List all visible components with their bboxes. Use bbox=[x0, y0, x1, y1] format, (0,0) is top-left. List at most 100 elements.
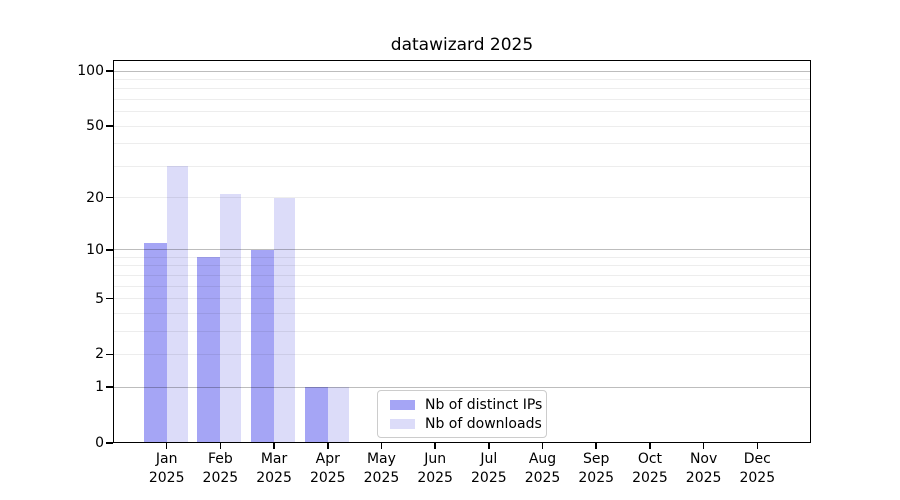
legend-label-distinct-ips: Nb of distinct IPs bbox=[425, 396, 543, 413]
bar-nb-of-downloads-mar bbox=[274, 197, 296, 443]
x-tick-month: Oct bbox=[637, 451, 663, 467]
x-tick-year: 2025 bbox=[148, 470, 185, 486]
gridline-minor-30 bbox=[113, 165, 811, 167]
y-tick-label-100: 100 bbox=[77, 63, 104, 80]
gridline-minor-60 bbox=[113, 111, 811, 113]
x-tick-mar bbox=[273, 443, 275, 449]
bar-nb-of-distinct-ips-mar bbox=[251, 249, 275, 443]
x-tick-year: 2025 bbox=[309, 470, 346, 486]
x-tick-oct bbox=[649, 443, 651, 449]
x-tick-month: Jun bbox=[424, 451, 447, 467]
x-tick-month: Feb bbox=[207, 451, 233, 467]
legend-item-distinct-ips: Nb of distinct IPs bbox=[390, 395, 546, 414]
bar-nb-of-distinct-ips-jan bbox=[143, 242, 167, 443]
x-tick-year: 2025 bbox=[524, 470, 561, 486]
y-tick-2 bbox=[106, 353, 113, 356]
y-tick-label-2: 2 bbox=[95, 346, 104, 363]
x-tick-label-sep: Sep 2025 bbox=[566, 450, 626, 488]
x-tick-year: 2025 bbox=[417, 470, 453, 486]
x-tick-month: Mar bbox=[260, 451, 288, 467]
x-tick-aug bbox=[541, 443, 544, 449]
x-tick-month: Jul bbox=[480, 451, 498, 467]
gridline-minor-80 bbox=[113, 88, 811, 90]
x-tick-year: 2025 bbox=[632, 470, 668, 486]
x-tick-label-feb: Feb 2025 bbox=[190, 450, 250, 488]
x-tick-label-apr: Apr 2025 bbox=[298, 450, 358, 488]
gridline-minor-90 bbox=[113, 79, 811, 81]
x-tick-year: 2025 bbox=[256, 470, 292, 486]
bar-nb-of-distinct-ips-apr bbox=[304, 387, 328, 443]
y-tick-label-20: 20 bbox=[86, 189, 104, 206]
x-tick-month: Jan bbox=[155, 451, 178, 467]
x-tick-label-mar: Mar 2025 bbox=[244, 450, 304, 488]
x-tick-label-aug: Aug 2025 bbox=[513, 450, 573, 488]
gridline-major-10 bbox=[113, 249, 811, 251]
x-tick-jun bbox=[434, 443, 436, 449]
gridline-minor-4 bbox=[113, 312, 811, 314]
gridline-minor-40 bbox=[113, 143, 811, 145]
legend-label-downloads: Nb of downloads bbox=[425, 415, 542, 432]
x-tick-jul bbox=[488, 443, 490, 449]
gridline-minor-2 bbox=[113, 353, 811, 355]
y-tick-label-1: 1 bbox=[95, 379, 104, 396]
x-tick-jan bbox=[165, 443, 168, 449]
gridline-minor-6 bbox=[113, 285, 811, 287]
x-tick-year: 2025 bbox=[685, 470, 722, 486]
gridline-minor-9 bbox=[113, 256, 811, 258]
x-tick-month: Sep bbox=[583, 451, 610, 467]
x-tick-year: 2025 bbox=[202, 470, 239, 486]
x-tick-sep bbox=[595, 443, 597, 449]
x-tick-year: 2025 bbox=[578, 470, 615, 486]
y-tick-100 bbox=[106, 70, 113, 72]
bar-nb-of-distinct-ips-feb bbox=[197, 257, 221, 443]
y-tick-5 bbox=[106, 297, 113, 300]
gridline-minor-70 bbox=[113, 99, 811, 101]
x-tick-apr bbox=[327, 443, 329, 449]
gridline-major-100 bbox=[113, 70, 811, 72]
x-tick-nov bbox=[702, 443, 705, 449]
legend-item-downloads: Nb of downloads bbox=[390, 414, 546, 433]
legend-swatch-downloads bbox=[390, 418, 415, 429]
plot-area: Nb of distinct IPs Nb of downloads bbox=[113, 60, 811, 443]
y-tick-label-50: 50 bbox=[86, 118, 104, 135]
gridline-minor-8 bbox=[113, 265, 811, 267]
bar-nb-of-downloads-apr bbox=[327, 387, 349, 443]
x-tick-label-nov: Nov 2025 bbox=[674, 450, 734, 488]
x-tick-label-jul: Jul 2025 bbox=[459, 450, 519, 488]
gridline-minor-7 bbox=[113, 274, 811, 276]
y-tick-10 bbox=[106, 249, 113, 251]
x-tick-may bbox=[380, 443, 383, 449]
y-tick-50 bbox=[106, 125, 113, 127]
legend-swatch-distinct-ips bbox=[390, 399, 415, 410]
x-tick-feb bbox=[219, 443, 222, 449]
x-tick-label-jun: Jun 2025 bbox=[405, 450, 465, 488]
x-tick-month: Aug bbox=[528, 451, 557, 467]
x-tick-month: May bbox=[366, 451, 396, 467]
x-tick-label-may: May 2025 bbox=[351, 450, 411, 488]
x-tick-month: Dec bbox=[743, 451, 771, 467]
y-tick-label-5: 5 bbox=[95, 290, 104, 307]
legend: Nb of distinct IPs Nb of downloads bbox=[377, 390, 547, 438]
gridline-minor-3 bbox=[113, 330, 811, 332]
x-tick-year: 2025 bbox=[471, 470, 507, 486]
gridline-minor-5 bbox=[113, 298, 811, 300]
bar-nb-of-downloads-jan bbox=[166, 166, 188, 443]
bar-nb-of-downloads-feb bbox=[220, 193, 242, 443]
x-tick-year: 2025 bbox=[363, 470, 400, 486]
y-tick-0 bbox=[106, 442, 113, 444]
gridline-minor-20 bbox=[113, 197, 811, 199]
x-tick-label-dec: Dec 2025 bbox=[727, 450, 787, 488]
x-tick-label-oct: Oct 2025 bbox=[620, 450, 680, 488]
gridline-major-1 bbox=[113, 386, 811, 388]
y-tick-20 bbox=[106, 196, 113, 199]
x-tick-year: 2025 bbox=[739, 470, 776, 486]
gridline-minor-50 bbox=[113, 125, 811, 127]
y-tick-label-10: 10 bbox=[86, 241, 104, 258]
x-tick-dec bbox=[756, 443, 759, 449]
y-tick-1 bbox=[106, 386, 113, 388]
chart-title: datawizard 2025 bbox=[390, 35, 534, 55]
y-tick-label-0: 0 bbox=[95, 435, 104, 451]
x-tick-month: Apr bbox=[315, 451, 340, 467]
x-tick-month: Nov bbox=[689, 451, 718, 467]
